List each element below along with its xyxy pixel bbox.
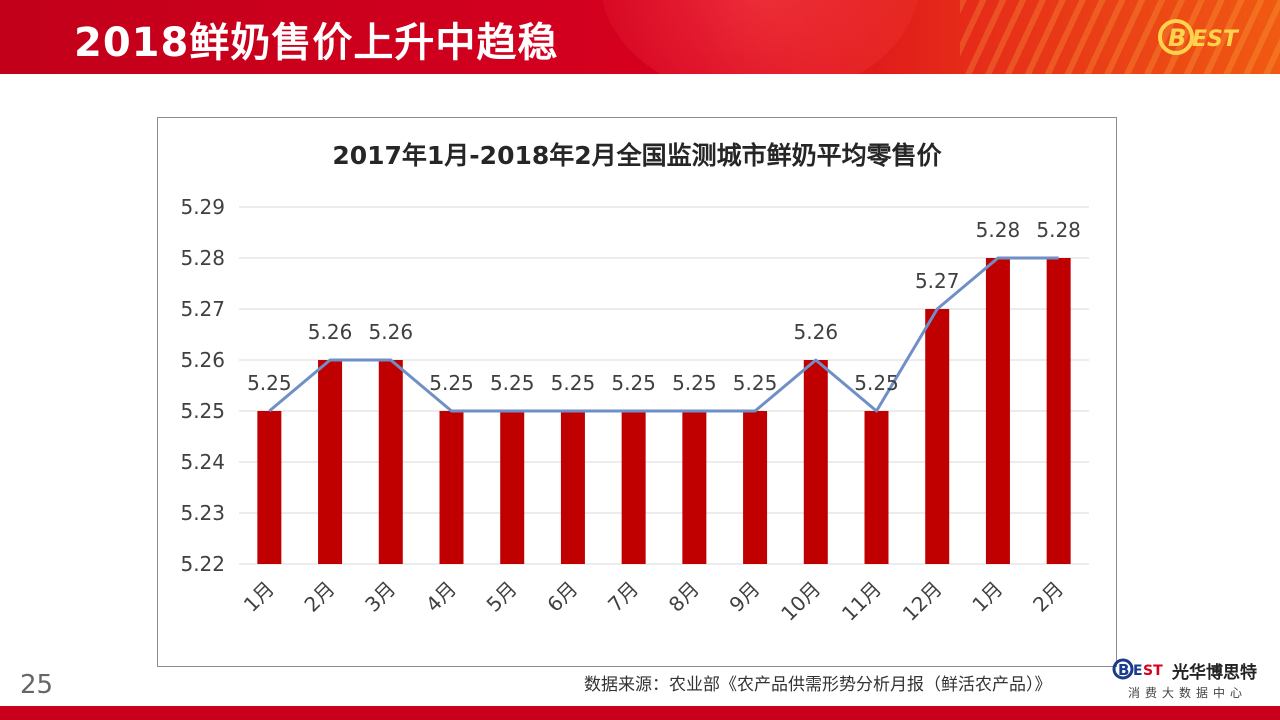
bar: [560, 411, 585, 564]
bar: [621, 411, 646, 564]
x-tick-label: 7月: [603, 577, 643, 617]
title-banner: [0, 0, 1280, 74]
bar-series: [257, 258, 1071, 564]
brand-tagline: 消费大数据中心: [1128, 686, 1248, 700]
svg-text:B: B: [1118, 661, 1129, 679]
data-labels: 5.25 5.26 5.26 5.25 5.25 5.25 5.25 5.25 5.25 5.26…: [247, 218, 1081, 395]
data-label: 5.25: [672, 371, 717, 395]
data-label: 5.25: [551, 371, 596, 395]
bar: [257, 411, 282, 564]
price-line: [268, 256, 1059, 413]
y-tick-label: 5.25: [180, 399, 225, 423]
y-tick-label: 5.23: [180, 501, 225, 525]
banner-rays-decoration: [960, 0, 1280, 74]
x-tick-label: 5月: [482, 577, 522, 617]
y-tick-label: 5.24: [180, 450, 225, 474]
y-tick-label: 5.22: [180, 552, 225, 576]
data-label: 5.26: [369, 320, 414, 344]
data-label: 5.26: [308, 320, 353, 344]
bottom-bar: [0, 706, 1280, 720]
x-tick-label: 9月: [724, 577, 764, 617]
best-logo-icon: B EST: [1158, 19, 1240, 55]
x-tick-label: 10月: [776, 577, 825, 626]
x-tick-label: 12月: [898, 577, 947, 626]
bar: [1046, 258, 1071, 564]
y-tick-label: 5.29: [180, 195, 225, 219]
svg-text:ST: ST: [1143, 663, 1163, 679]
bar: [864, 411, 889, 564]
source-note: 数据来源：农业部《农产品供需形势分析月报（鲜活农产品）》: [584, 675, 1052, 695]
bar: [985, 258, 1010, 564]
x-tick-label: 2月: [299, 577, 339, 617]
data-label: 5.27: [915, 269, 960, 293]
data-label: 5.25: [854, 371, 899, 395]
data-label: 5.25: [733, 371, 778, 395]
x-tick-label: 2月: [1028, 577, 1068, 617]
data-label: 5.28: [1036, 218, 1081, 242]
bar: [378, 360, 403, 564]
grid-lines: [239, 206, 1089, 565]
x-tick-label: 8月: [664, 577, 704, 617]
data-label: 5.25: [429, 371, 474, 395]
x-tick-label: 6月: [542, 577, 582, 617]
x-tick-label: 3月: [360, 577, 400, 617]
bar: [682, 411, 707, 564]
data-label: 5.26: [794, 320, 839, 344]
svg-text:B: B: [1168, 24, 1186, 52]
slide-title: 2018鲜奶售价上升中趋稳: [74, 20, 559, 66]
line-series: [268, 256, 1059, 413]
bar: [500, 411, 525, 564]
svg-text:EST: EST: [1192, 27, 1240, 52]
bar: [318, 360, 343, 564]
y-tick-label: 5.26: [180, 348, 225, 372]
x-tick-label: 1月: [239, 577, 279, 617]
x-tick-label: 4月: [421, 577, 461, 617]
svg-text:E: E: [1133, 663, 1143, 679]
data-label: 5.25: [247, 371, 292, 395]
data-label: 5.28: [976, 218, 1021, 242]
data-label: 5.25: [611, 371, 656, 395]
y-tick-label: 5.28: [180, 246, 225, 270]
bar: [743, 411, 768, 564]
bar: [925, 309, 950, 564]
price-chart: 2017年1月-2018年2月全国监测城市鲜奶平均零售价 5.225.235.2…: [180, 141, 1089, 626]
x-axis: 1月 2月 3月 4月 5月 6月 7月 8月 9月 10月 11月 12月 1月 2月: [239, 577, 1068, 626]
brand-block: B E ST 光华博思特 消费大数据中心: [1112, 656, 1272, 700]
chart-title: 2017年1月-2018年2月全国监测城市鲜奶平均零售价: [332, 141, 942, 170]
bar: [439, 411, 464, 564]
data-label: 5.25: [490, 371, 535, 395]
best-logo-icon: B E ST: [1112, 658, 1163, 680]
brand-name: 光华博思特: [1172, 663, 1257, 683]
chart-frame: [157, 117, 1117, 667]
x-tick-label: 1月: [967, 577, 1007, 617]
x-tick-label: 11月: [837, 577, 886, 626]
page-number: 25: [20, 670, 54, 700]
bar: [803, 360, 828, 564]
banner-glow-decoration: [600, 0, 920, 74]
y-tick-label: 5.27: [180, 297, 225, 321]
y-axis: 5.22 5.23 5.24 5.25 5.26 5.27 5.28 5.29: [180, 195, 225, 576]
